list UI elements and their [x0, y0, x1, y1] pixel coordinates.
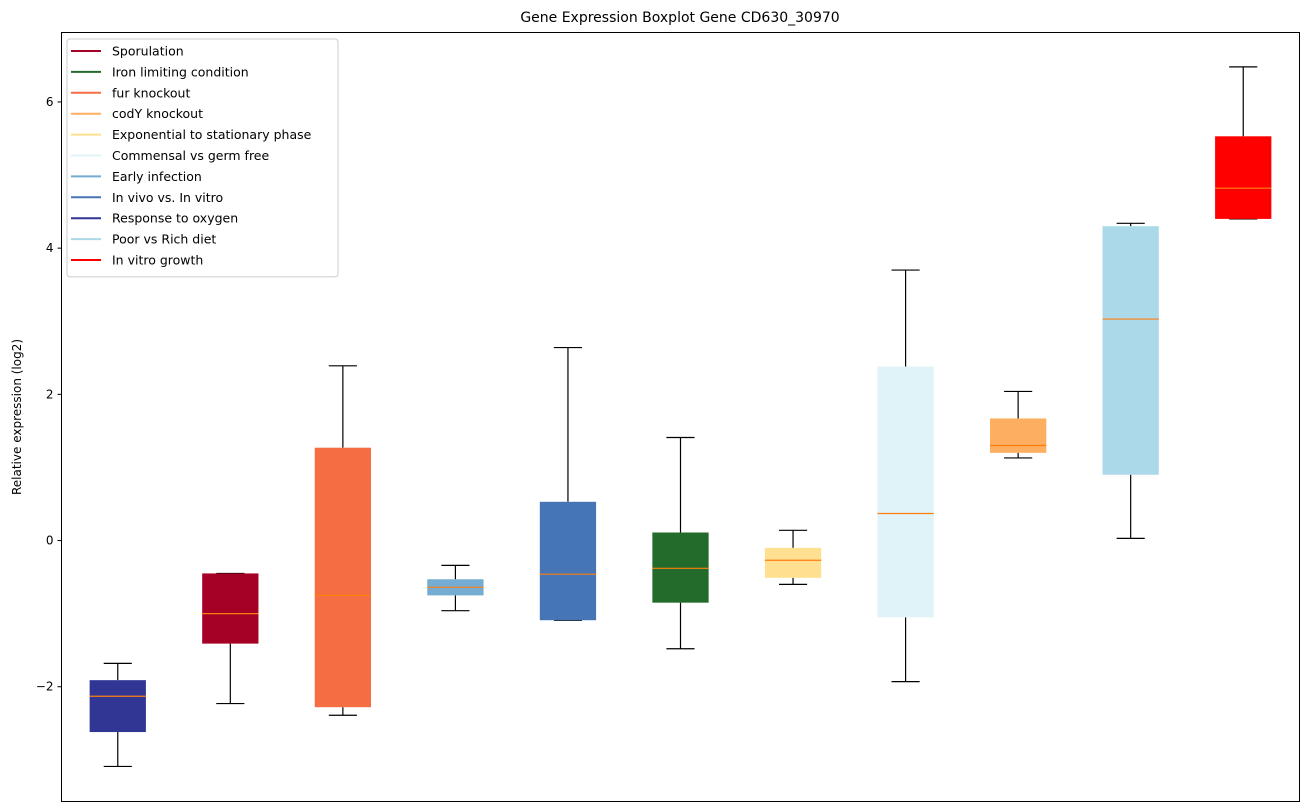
legend-item: Iron limiting condition	[71, 64, 249, 79]
legend-label: In vivo vs. In vitro	[112, 190, 223, 205]
box-iqr	[89, 680, 146, 733]
legend-label: Response to oxygen	[112, 211, 238, 226]
legend-item: fur knockout	[71, 85, 190, 100]
box-early-infection	[427, 564, 484, 612]
box-cody-knockout	[990, 390, 1047, 459]
box-fur-knockout	[314, 365, 371, 716]
legend-label: fur knockout	[112, 85, 190, 100]
legend-frame	[66, 38, 339, 278]
box-in-vivo-vs-in-vitro	[539, 346, 597, 621]
legend-label: In vitro growth	[112, 253, 203, 268]
box-iqr	[990, 418, 1047, 453]
boxes	[89, 66, 1272, 768]
legend-label: Sporulation	[112, 44, 184, 59]
box-exponential-to-stationary-phase	[764, 529, 822, 585]
legend-item: In vivo vs. In vitro	[71, 190, 223, 205]
box-iqr	[314, 447, 371, 708]
box-iqr	[652, 532, 709, 603]
y-tick-label: 6	[46, 95, 54, 109]
y-axis: −2 0 2 4 6	[36, 95, 62, 694]
box-poor-vs-rich-diet	[1102, 222, 1159, 539]
legend-label: Poor vs Rich diet	[112, 232, 216, 247]
box-iqr	[539, 501, 597, 621]
box-commensal-vs-germ-free	[877, 269, 934, 683]
y-axis-label: Relative expression (log2)	[10, 339, 24, 495]
legend-item: codY knockout	[71, 106, 203, 121]
chart-title: Gene Expression Boxplot Gene CD630_30970	[520, 10, 839, 26]
y-tick-label: 4	[46, 241, 54, 255]
box-sporulation	[202, 572, 259, 705]
legend-label: Iron limiting condition	[112, 64, 249, 79]
legend-item: Poor vs Rich diet	[71, 232, 216, 247]
y-tick-label: 2	[46, 387, 54, 401]
box-response-to-oxygen	[89, 662, 146, 768]
legend: Sporulation Iron limiting condition fur kn…	[66, 38, 339, 278]
box-in-vitro-growth	[1215, 66, 1272, 220]
box-iqr	[877, 366, 934, 618]
box-iqr	[764, 547, 822, 578]
legend-item: Commensal vs germ free	[71, 148, 269, 163]
legend-label: Commensal vs germ free	[112, 148, 269, 163]
legend-item: Early infection	[71, 169, 202, 184]
legend-label: Early infection	[112, 169, 202, 184]
box-iqr	[1102, 226, 1159, 475]
legend-item: In vitro growth	[71, 253, 203, 268]
legend-item: Response to oxygen	[71, 211, 238, 226]
box-iqr	[1215, 136, 1272, 219]
plot-frame	[61, 32, 1300, 802]
legend-item: Exponential to stationary phase	[71, 127, 312, 142]
legend-item: Sporulation	[71, 44, 184, 59]
y-tick-label: 0	[46, 534, 54, 548]
legend-label: Exponential to stationary phase	[112, 127, 312, 142]
y-tick-label: −2	[36, 680, 54, 694]
box-iqr	[202, 573, 259, 644]
box-iron-limiting-condition	[652, 436, 709, 650]
legend-label: codY knockout	[112, 106, 203, 121]
